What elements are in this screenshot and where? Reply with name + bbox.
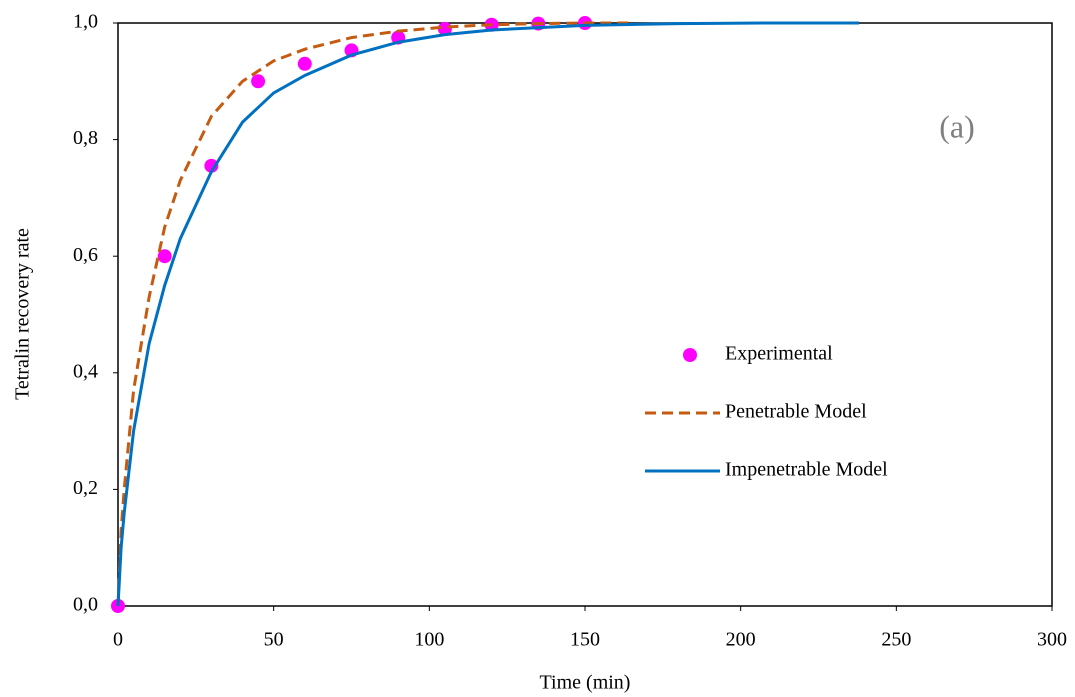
data-point bbox=[437, 21, 452, 36]
y-tick-label: 0,2 bbox=[73, 477, 98, 499]
x-tick-label: 200 bbox=[726, 629, 756, 651]
x-tick-label: 150 bbox=[570, 629, 600, 651]
data-point bbox=[157, 249, 172, 264]
y-tick-label: 0,6 bbox=[73, 244, 98, 266]
annotation: (a) bbox=[939, 108, 975, 144]
x-tick-label: 300 bbox=[1037, 629, 1067, 651]
y-tick-label: 0,0 bbox=[73, 594, 98, 616]
y-tick-label: 0,8 bbox=[73, 127, 98, 149]
legend-marker bbox=[683, 348, 697, 362]
data-point bbox=[204, 158, 219, 173]
legend-label: Impenetrable Model bbox=[725, 459, 888, 481]
legend-label: Penetrable Model bbox=[725, 401, 867, 423]
legend-label: Experimental bbox=[725, 343, 833, 365]
series-line bbox=[116, 21, 859, 607]
data-point bbox=[251, 74, 266, 89]
data-point bbox=[297, 56, 312, 71]
x-tick-label: 50 bbox=[264, 629, 284, 651]
y-axis-label: Tetralin recovery rate bbox=[12, 228, 34, 400]
plot-frame bbox=[117, 22, 1053, 607]
series-line bbox=[116, 21, 632, 607]
y-tick-label: 1,0 bbox=[73, 11, 98, 33]
x-tick-label: 250 bbox=[881, 629, 911, 651]
x-tick-label: 100 bbox=[414, 629, 444, 651]
y-tick-label: 0,4 bbox=[73, 360, 98, 382]
x-axis-label: Time (min) bbox=[540, 672, 631, 694]
x-tick-label: 0 bbox=[113, 629, 123, 651]
